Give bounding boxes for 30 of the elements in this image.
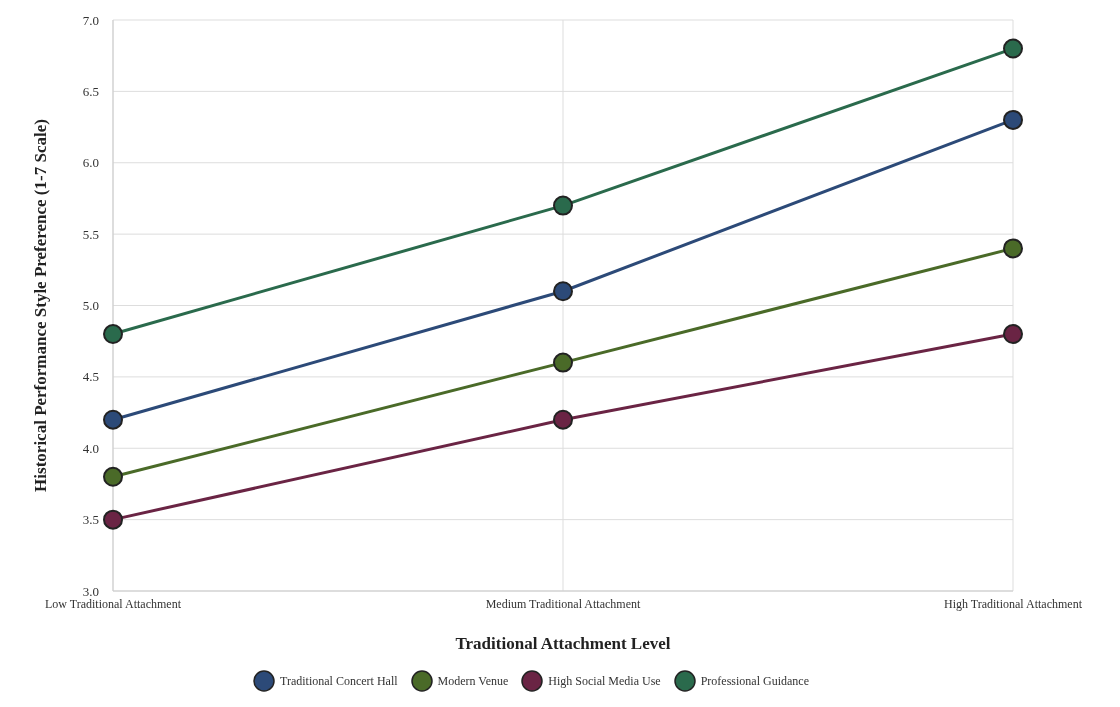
- point: [103, 509, 123, 530]
- y-tick-label: 5.0: [82, 298, 99, 314]
- point: [553, 281, 573, 302]
- y-axis-title: Historical Performance Style Preference (1-7 Scale): [31, 119, 51, 492]
- y-tick-label: 5.5: [82, 226, 99, 242]
- legend-label: Professional Guidance: [700, 673, 809, 689]
- x-axis-title: Traditional Attachment Level: [455, 634, 671, 653]
- legend-label: High Social Media Use: [548, 673, 661, 689]
- x-tick-label: High Traditional Attachment: [944, 596, 1083, 611]
- point: [103, 409, 123, 430]
- y-tick-label: 4.5: [82, 369, 99, 385]
- y-tick-label: 6.0: [82, 155, 99, 171]
- legend-label: Traditional Concert Hall: [280, 673, 398, 689]
- x-tick-label: Medium Traditional Attachment: [485, 596, 641, 611]
- point: [1003, 238, 1023, 259]
- y-tick-label: 3.0: [82, 583, 99, 599]
- point: [103, 466, 123, 487]
- point: [553, 352, 573, 373]
- point: [103, 324, 123, 345]
- point: [553, 409, 573, 430]
- y-tick-label: 3.5: [82, 512, 99, 528]
- y-tick-label: 6.5: [82, 83, 99, 99]
- point: [1003, 324, 1023, 345]
- y-tick-label: 4.0: [82, 440, 99, 456]
- point: [1003, 38, 1023, 59]
- y-tick-label: 7.0: [82, 12, 99, 28]
- x-tick-label: Low Traditional Attachment: [45, 596, 182, 611]
- point: [553, 195, 573, 216]
- point: [1003, 109, 1023, 130]
- legend-label: Modern Venue: [437, 673, 509, 689]
